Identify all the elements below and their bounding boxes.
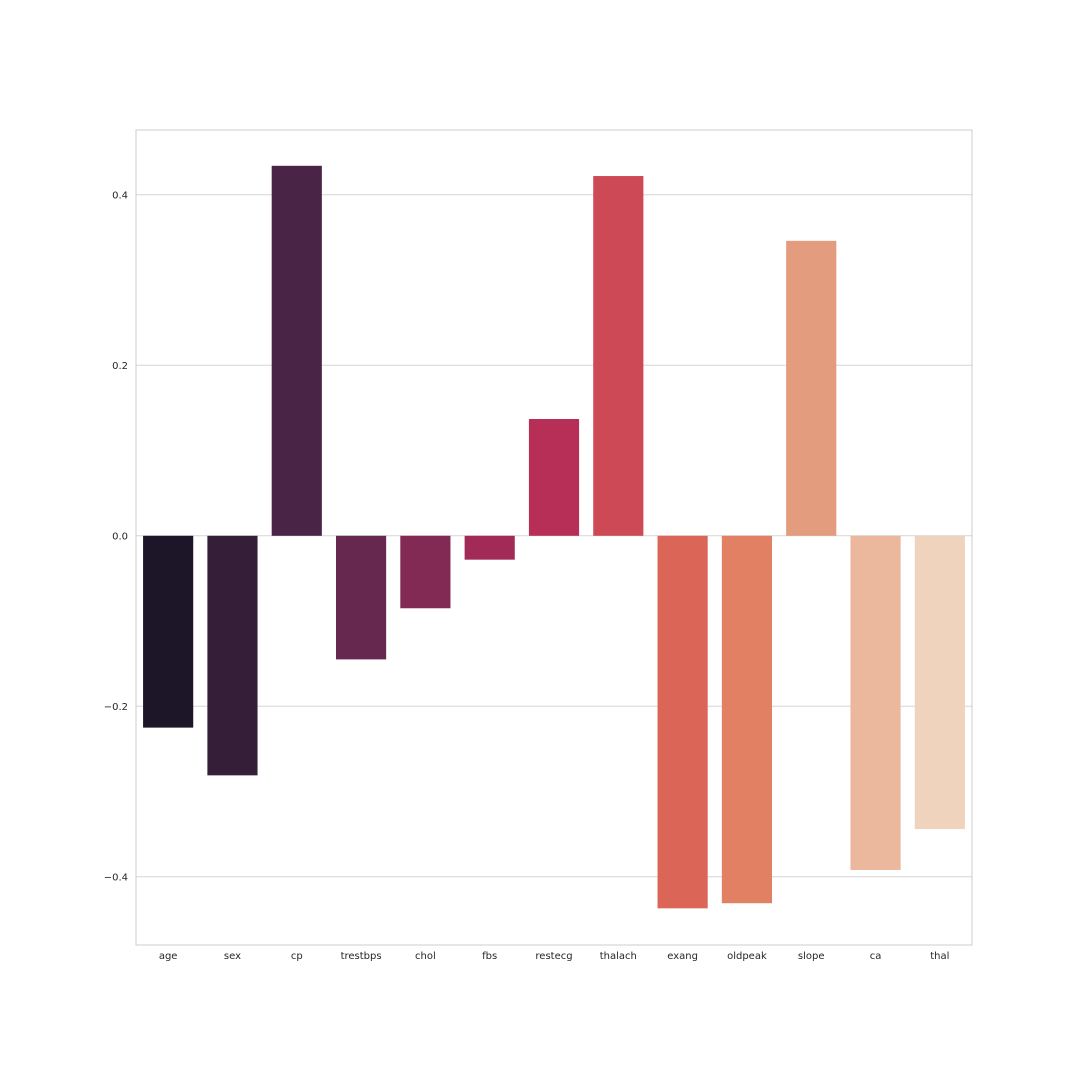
x-tick-label: thal <box>930 951 949 962</box>
bar-exang <box>657 535 708 909</box>
grid-lines <box>136 194 972 878</box>
x-tick-label: sex <box>224 951 241 962</box>
x-tick-label: restecg <box>535 951 572 962</box>
bar-fbs <box>464 535 515 560</box>
bar-cp <box>271 165 322 536</box>
y-tick-label: −0.2 <box>104 702 128 713</box>
bar-sex <box>207 535 258 776</box>
bar-age <box>143 535 194 728</box>
bar-ca <box>850 535 901 870</box>
x-tick-label: ca <box>870 951 882 962</box>
x-tick-label: slope <box>798 951 825 962</box>
x-axis-ticks: age sex cp trestbps chol fbs restecg thalach exa… <box>159 951 950 962</box>
bar-chol <box>400 535 451 609</box>
bar-slope <box>786 240 837 536</box>
bar-thal <box>914 535 965 830</box>
y-tick-label: 0.2 <box>112 361 128 372</box>
bar-oldpeak <box>721 535 773 904</box>
bars <box>143 165 965 909</box>
y-axis-ticks: −0.4 −0.2 0.0 0.2 0.4 <box>104 190 128 883</box>
x-tick-label: trestbps <box>341 951 382 962</box>
x-tick-label: chol <box>415 951 436 962</box>
bar-thalach <box>593 176 644 536</box>
plot-frame <box>135 129 973 946</box>
x-tick-label: age <box>159 951 178 962</box>
x-tick-label: cp <box>291 951 303 962</box>
y-tick-label: 0.4 <box>112 190 128 201</box>
y-tick-label: −0.4 <box>104 872 128 883</box>
y-tick-label: 0.0 <box>112 531 128 542</box>
x-tick-label: oldpeak <box>727 951 767 962</box>
x-tick-label: thalach <box>600 951 637 962</box>
x-tick-label: exang <box>667 951 698 962</box>
bar-restecg <box>528 419 580 536</box>
bar-trestbps <box>335 535 387 660</box>
x-tick-label: fbs <box>482 951 497 962</box>
